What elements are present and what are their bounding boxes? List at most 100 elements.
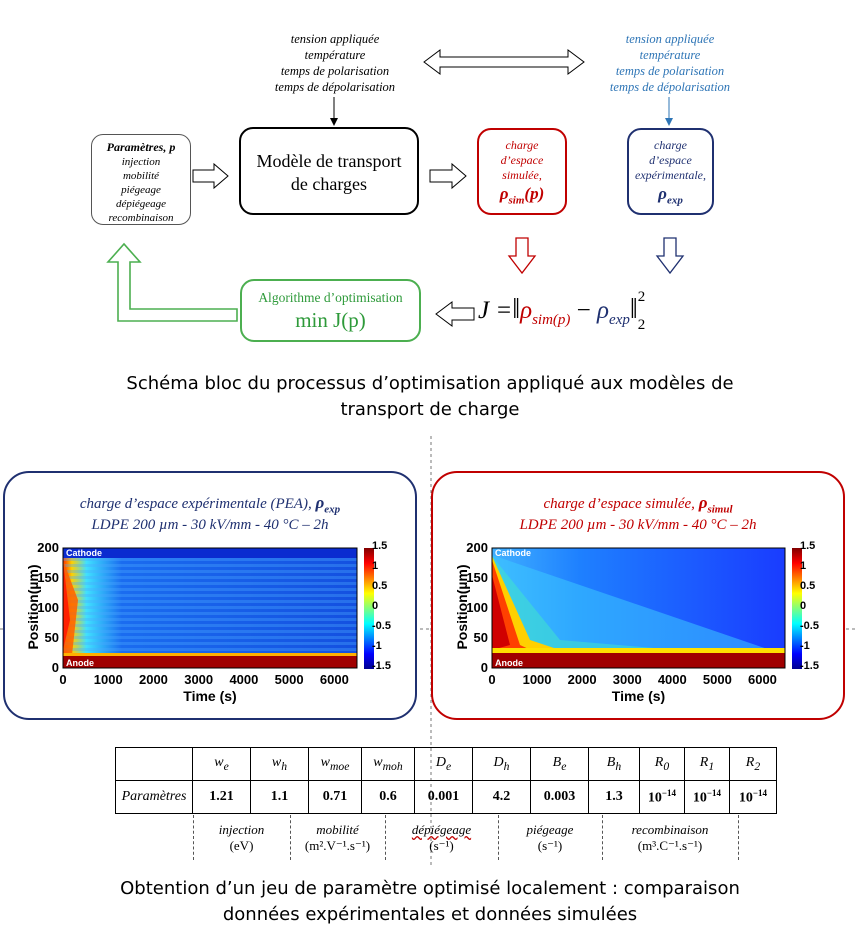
- optimisation-box: Algorithme d’optimisation min J(p): [240, 279, 421, 342]
- double-arrow-icon: [423, 49, 585, 75]
- x-tick-label: 0: [59, 672, 67, 687]
- params-box: Paramètres, p injection mobilité piégeag…: [91, 134, 191, 225]
- table-header: wmoe: [308, 747, 362, 781]
- group-label: recombinaison: [631, 822, 709, 837]
- exp-label: expérimentale,: [635, 168, 706, 182]
- table-header: Dh: [472, 747, 531, 781]
- input-label: tension appliquée: [290, 32, 380, 46]
- colorbar-tick-label: 0: [372, 600, 379, 612]
- cost-formula: J =‖ρsim(p) − ρexp‖ 2 2: [478, 289, 646, 333]
- table-header: wmoh: [361, 747, 415, 781]
- group-unit: (s⁻¹): [429, 838, 454, 853]
- caption-bottom: Obtention d’un jeu de paramètre optimisé…: [60, 876, 800, 928]
- table-header: Bh: [588, 747, 640, 781]
- group-recombinaison: recombinaison (m³.C⁻¹.s⁻¹): [602, 822, 738, 854]
- y-tick-label: 150: [466, 570, 488, 585]
- group-label: piégeage: [526, 822, 574, 837]
- table-row: Paramètres 1.21 1.1 0.71 0.6 0.001 4.2 0…: [115, 780, 777, 814]
- exp-symbol: ρexp: [658, 184, 683, 207]
- x-axis-label: Time (s): [611, 688, 666, 704]
- colorbar-tick-label: -0.5: [372, 620, 391, 632]
- group-label: mobilité: [316, 822, 359, 837]
- group-piegeage: piégeage (s⁻¹): [498, 822, 602, 854]
- y-tick-label: 0: [51, 660, 59, 675]
- exp-box: charge d’espace expérimentale, ρexp: [627, 128, 714, 215]
- param-item: mobilité: [122, 170, 160, 182]
- y-tick-label: 100: [466, 600, 488, 615]
- sim-symbol: ρsim(p): [499, 184, 545, 207]
- table-header: wh: [250, 747, 309, 781]
- table-header: Be: [530, 747, 589, 781]
- caption-line: données expérimentales et données simulé…: [222, 904, 638, 925]
- x-tick-label: 4000: [657, 672, 687, 687]
- input-label: temps de polarisation: [615, 64, 725, 78]
- table-header: R1: [684, 747, 730, 781]
- input-label: temps de dépolarisation: [274, 80, 396, 94]
- table-cell: 10−14: [684, 780, 730, 814]
- table-cell: 1.1: [250, 780, 309, 814]
- param-item: injection: [121, 156, 161, 168]
- table-header: we: [192, 747, 251, 781]
- group-injection: injection (eV): [193, 822, 290, 854]
- model-box: Modèle de transport de charges: [239, 127, 419, 215]
- green-feedback-arrow-icon: [106, 242, 238, 322]
- caption-line: Obtention d’un jeu de paramètre optimisé…: [120, 878, 740, 899]
- row-label: Paramètres: [115, 780, 193, 814]
- input-label: tension appliquée: [625, 32, 715, 46]
- y-tick-label: 200: [466, 540, 488, 555]
- x-tick-label: 5000: [702, 672, 732, 687]
- sim-label: simulée,: [502, 168, 542, 182]
- param-item: piégeage: [121, 184, 161, 196]
- caption-top: Schéma bloc du processus d’optimisation …: [80, 371, 780, 423]
- table-cell: 0.6: [361, 780, 415, 814]
- param-item: dépiégeage: [115, 198, 167, 210]
- table-header: De: [414, 747, 473, 781]
- table-header: R2: [729, 747, 777, 781]
- top-inputs-left: tension appliquée température temps de p…: [255, 31, 415, 95]
- x-tick-label: 3000: [184, 672, 214, 687]
- colorbar-exp: [364, 548, 374, 669]
- panel-exp-subtitle: LDPE 200 µm - 30 kV/mm - 40 °C – 2h: [91, 517, 329, 534]
- x-tick-label: 0: [488, 672, 496, 687]
- colorbar-tick-label: 0.5: [372, 580, 388, 592]
- anode-label: Anode: [66, 658, 94, 668]
- optimisation-formula: min J(p): [295, 308, 366, 332]
- colorbar-tick-label: -1.5: [372, 660, 391, 672]
- params-title: Paramètres, p: [106, 140, 176, 154]
- group-unit: (m³.C⁻¹.s⁻¹): [637, 838, 703, 853]
- group-label: injection: [218, 822, 265, 837]
- colorbar-tick-label: 0.5: [800, 580, 816, 592]
- y-tick-label: 50: [473, 630, 488, 645]
- x-tick-label: 5000: [274, 672, 304, 687]
- param-item: recombinaison: [108, 212, 174, 224]
- group-unit: (m².V⁻¹.s⁻¹): [304, 838, 371, 853]
- table-corner: [115, 747, 193, 781]
- y-tick-label: 0: [480, 660, 488, 675]
- y-axis-label: Position(µm): [25, 564, 41, 650]
- x-tick-label: 6000: [747, 672, 777, 687]
- model-subtitle: de charges: [290, 174, 368, 194]
- group-depiegeage: dépiégeage (s⁻¹): [385, 822, 498, 854]
- right-arrow-icon: [192, 162, 229, 190]
- table-cell: 10−14: [729, 780, 777, 814]
- table-cell: 1.21: [192, 780, 251, 814]
- sim-label: charge: [505, 138, 539, 152]
- input-label: température: [304, 48, 366, 62]
- cathode-label: Cathode: [495, 548, 531, 558]
- colorbar-tick-label: -1: [372, 640, 382, 652]
- colorbar-tick-label: -1: [800, 640, 810, 652]
- exp-label: charge: [654, 138, 687, 152]
- x-tick-label: 4000: [229, 672, 259, 687]
- input-label: température: [639, 48, 701, 62]
- input-label: temps de dépolarisation: [609, 80, 731, 94]
- table-cell: 0.001: [414, 780, 473, 814]
- colorbar-sim: [792, 548, 802, 669]
- right-arrow-icon: [429, 162, 467, 190]
- table-header-row: we wh wmoe wmoh De Dh Be Bh R0 R1 R2: [115, 747, 777, 781]
- y-tick-label: 50: [44, 630, 59, 645]
- y-tick-label: 100: [37, 600, 59, 615]
- x-tick-label: 6000: [319, 672, 349, 687]
- group-unit: (s⁻¹): [537, 838, 563, 853]
